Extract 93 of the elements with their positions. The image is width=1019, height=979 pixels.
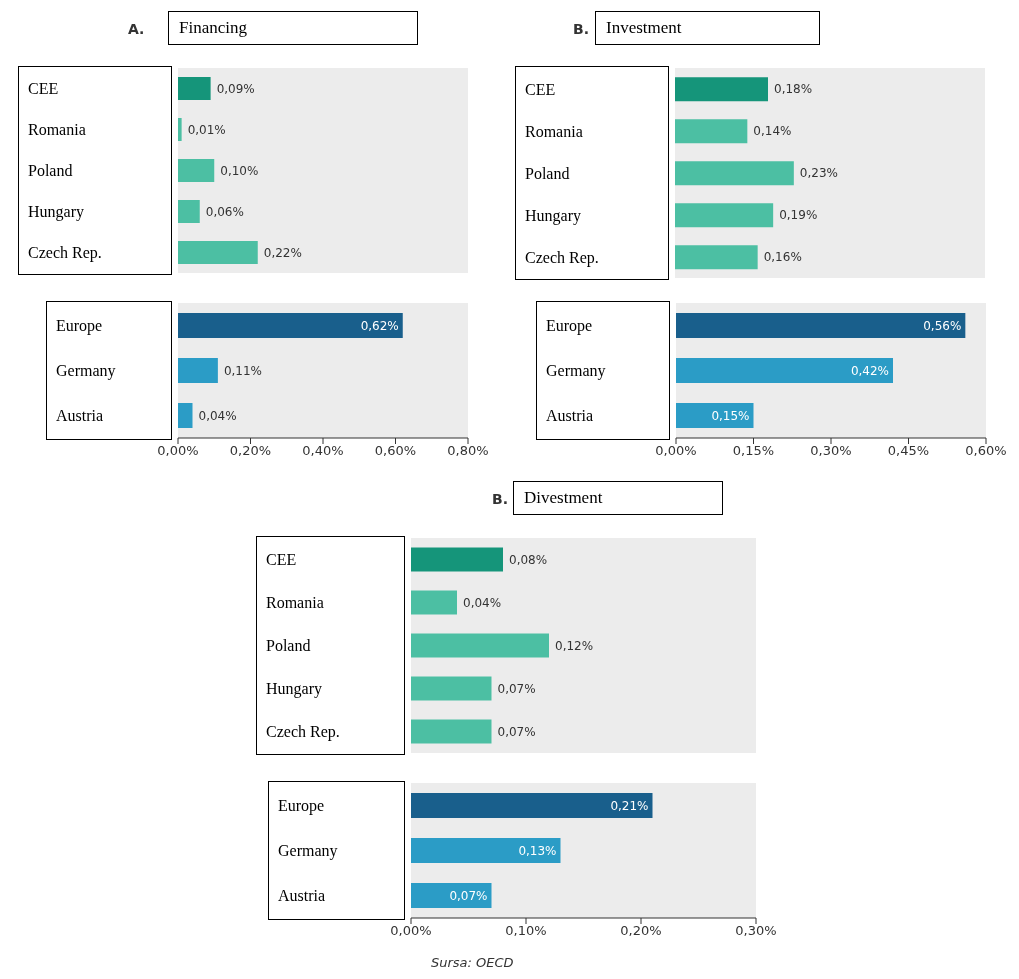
data-label: 0,04% <box>198 408 237 423</box>
bar <box>411 792 653 818</box>
text: B. <box>492 491 508 507</box>
y-tick-label: Austria <box>278 887 326 905</box>
data-label: 0,56% <box>923 318 962 333</box>
data-label: 0,16% <box>763 250 802 265</box>
y-tick-label: Europe <box>278 797 325 816</box>
chart-title: Investment <box>595 11 820 45</box>
y-tick-label: Poland <box>525 164 570 182</box>
data-label: 0,09% <box>216 81 255 96</box>
data-label: 0,13% <box>518 843 557 858</box>
bar <box>411 837 561 863</box>
x-tick-label: 0,00% <box>390 923 432 939</box>
data-label: 0,21% <box>610 798 649 813</box>
bar <box>675 77 768 102</box>
y-tick-label: Hungary <box>525 206 581 225</box>
bar <box>178 118 182 142</box>
data-label: 0,23% <box>799 166 838 181</box>
bar <box>178 241 258 265</box>
y-tick-label: Hungary <box>266 680 322 699</box>
y-tick-label: Poland <box>28 162 73 180</box>
data-label: 0,15% <box>711 408 750 423</box>
data-label: 0,07% <box>497 681 536 696</box>
data-label: 0,12% <box>555 638 594 653</box>
y-tick-label: Hungary <box>28 203 84 222</box>
y-tick-label: Czech Rep. <box>28 244 102 263</box>
y-tick-label: Romania <box>28 121 86 139</box>
data-label: 0,22% <box>263 245 302 260</box>
bar <box>411 633 549 658</box>
bar <box>411 719 492 744</box>
data-label: 0,04% <box>463 595 502 610</box>
text: A. <box>128 21 145 37</box>
y-tick-label: CEE <box>266 551 297 569</box>
y-tick-label: Europe <box>546 317 593 336</box>
bar <box>411 547 503 572</box>
data-label: 0,19% <box>779 208 818 223</box>
bar <box>178 357 218 383</box>
y-tick-label: CEE <box>28 80 59 98</box>
data-label: 0,08% <box>509 552 548 567</box>
x-tick-label: 0,20% <box>620 923 662 939</box>
y-tick-label: Germany <box>278 842 338 861</box>
y-tick-label: Czech Rep. <box>266 723 340 742</box>
x-tick-label: 0,15% <box>732 443 775 459</box>
data-label: 0,06% <box>205 204 244 219</box>
bar <box>178 200 200 224</box>
y-tick-label: Czech Rep. <box>525 248 599 267</box>
y-tick-label: Romania <box>266 594 324 612</box>
text: Sursa: OECD <box>431 955 514 970</box>
data-label: 0,10% <box>220 163 259 178</box>
y-tick-label: Austria <box>546 407 594 425</box>
bar <box>178 312 403 338</box>
y-tick-label: Poland <box>266 637 311 655</box>
x-tick-label: 0,20% <box>229 443 272 459</box>
bar <box>178 77 211 101</box>
data-label: 0,18% <box>774 82 813 97</box>
x-tick-label: 0,30% <box>735 923 777 939</box>
bar <box>178 402 193 428</box>
data-label: 0,62% <box>360 318 399 333</box>
chart-title: Divestment <box>513 481 723 515</box>
bar <box>675 161 794 186</box>
data-label: 0,42% <box>850 363 889 378</box>
data-label: 0,07% <box>497 724 536 739</box>
y-tick-label: Austria <box>56 407 104 425</box>
y-tick-label: Romania <box>525 122 583 140</box>
y-tick-label: Germany <box>546 362 606 381</box>
bar <box>675 245 758 270</box>
x-tick-label: 0,30% <box>810 443 852 459</box>
bar <box>676 402 754 428</box>
data-label: 0,14% <box>753 124 792 139</box>
x-tick-label: 0,45% <box>887 443 930 459</box>
x-tick-label: 0,40% <box>302 443 344 459</box>
x-tick-label: 0,60% <box>965 443 1007 459</box>
y-tick-label: CEE <box>525 80 556 98</box>
bar <box>675 119 748 144</box>
bar <box>676 312 966 338</box>
data-label: 0,07% <box>449 888 488 903</box>
bar <box>675 203 774 228</box>
bar <box>411 590 457 615</box>
x-tick-label: 0,80% <box>447 443 489 459</box>
y-tick-label: Europe <box>56 317 103 336</box>
x-tick-label: 0,60% <box>374 443 417 459</box>
chart-title: Financing <box>168 11 418 45</box>
x-tick-label: 0,00% <box>157 443 199 459</box>
text: B. <box>573 21 589 37</box>
bar <box>178 159 215 183</box>
data-label: 0,11% <box>223 363 262 378</box>
x-tick-label: 0,10% <box>505 923 547 939</box>
bar <box>411 676 492 701</box>
bar <box>411 882 492 908</box>
bar <box>676 357 893 383</box>
x-tick-label: 0,00% <box>655 443 697 459</box>
y-tick-label: Germany <box>56 362 116 381</box>
data-label: 0,01% <box>187 122 226 137</box>
